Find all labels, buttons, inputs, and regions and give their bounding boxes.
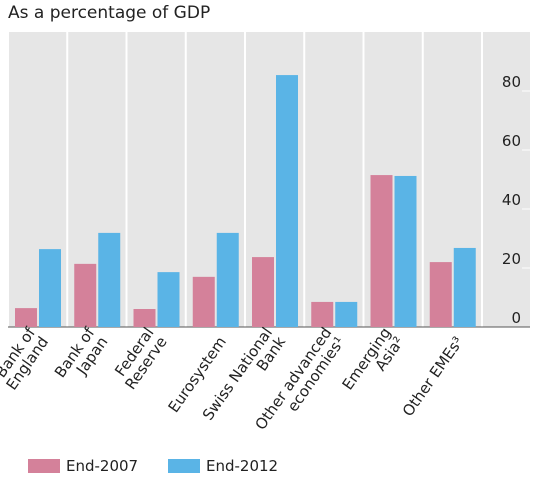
bar: [276, 75, 298, 327]
bar: [429, 262, 452, 327]
bar: [252, 257, 274, 327]
legend-label: End-2012: [206, 457, 278, 475]
bar: [370, 175, 393, 327]
x-tick-label: Bank ofJapan: [51, 324, 112, 391]
bar: [394, 175, 417, 327]
bar: [335, 301, 358, 327]
bar: [74, 263, 97, 327]
x-tick-label: EmergingAsia²: [339, 324, 408, 402]
y-tick-label: 0: [511, 309, 521, 327]
legend-swatch: [28, 459, 60, 473]
legend-swatch: [168, 459, 200, 473]
bar: [39, 249, 61, 327]
bar: [453, 247, 476, 327]
chart-title: As a percentage of GDP: [8, 3, 210, 23]
y-tick-label: 20: [502, 250, 521, 268]
bar: [98, 232, 121, 327]
bar: [311, 301, 334, 327]
bar: [133, 309, 156, 327]
bar: [157, 272, 180, 327]
y-tick-label: 40: [502, 191, 521, 209]
x-tick-label: Other EMEs³: [399, 333, 467, 420]
bar: [216, 232, 239, 327]
bar: [192, 276, 215, 327]
legend-label: End-2007: [66, 457, 138, 475]
y-tick-label: 80: [502, 73, 521, 91]
bar: [15, 308, 37, 327]
x-tick-label: FederalReserve: [108, 324, 170, 393]
x-tick-label-line: Other EMEs³: [399, 333, 467, 420]
y-tick-label: 60: [502, 132, 521, 150]
x-tick-label: Bank ofEngland: [0, 324, 53, 394]
